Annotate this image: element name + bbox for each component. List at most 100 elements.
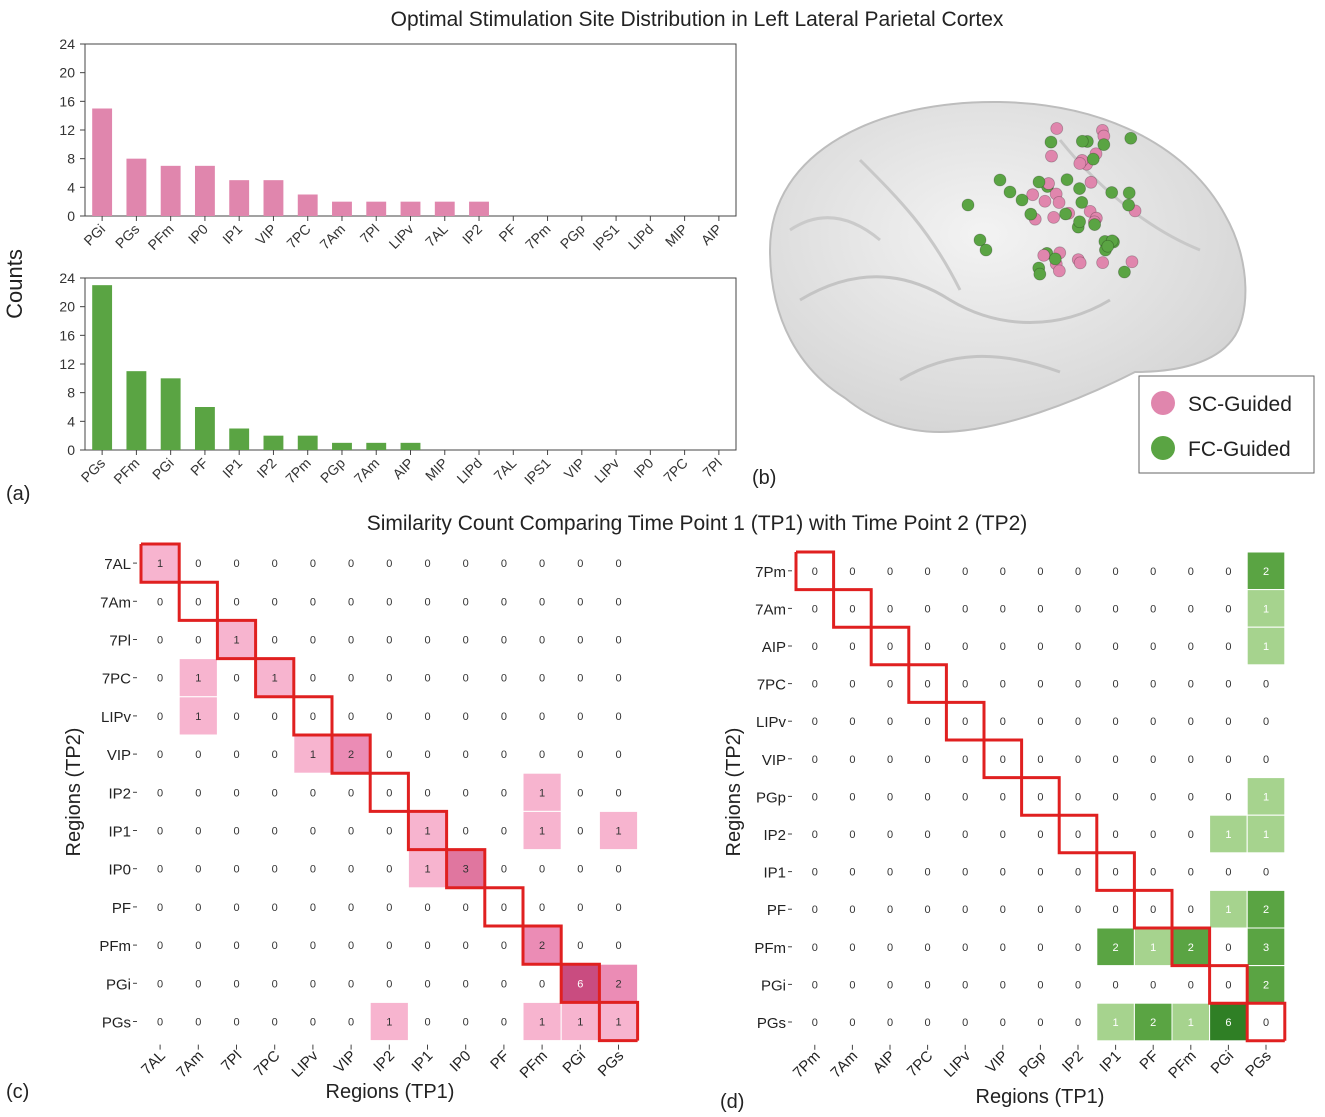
cell-value: 0 [577,558,583,570]
heatmap-cell [1246,965,1286,1004]
x-tick-label: PF [487,1047,513,1073]
fc-site-dot [973,233,987,247]
cell-value: 0 [1075,603,1081,615]
x-tick-label: IPS1 [589,221,622,254]
x-tick-label: 7Am [827,1048,861,1082]
fc-site-dot [1044,135,1058,149]
cell-value: 0 [157,635,163,647]
cell-value: 0 [348,635,354,647]
y-tick-label: 8 [67,385,75,401]
heatmap-cell [522,925,562,965]
x-tick-label: PF [495,221,519,245]
cell-value: 0 [1113,679,1119,691]
cell-value: 0 [1263,754,1269,766]
cell-value: 0 [424,787,430,799]
fc-site-dot [1075,134,1089,148]
cell-value: 3 [1263,942,1269,954]
x-tick-label: LIPv [385,221,416,252]
x-tick-label: IP1 [1096,1048,1124,1076]
cell-value: 0 [463,673,469,685]
cell-value: 0 [887,979,893,991]
cell-value: 0 [1263,867,1269,879]
y-tick-label: 8 [67,151,75,167]
cell-value: 0 [812,641,818,653]
y-tick-label: PF [112,900,131,917]
cell-value: 1 [1263,791,1269,803]
cell-value: 0 [195,596,201,608]
bar [263,180,284,216]
cell-value: 0 [849,641,855,653]
cell-value: 0 [233,749,239,761]
x-tick-label: PFm [517,1047,551,1081]
x-tick-label: LIPd [453,455,485,487]
heatmap-cell [1171,1002,1211,1042]
fc-site-dot [1033,267,1047,281]
x-tick-label: IP1 [219,455,245,481]
cell-value: 0 [233,864,239,876]
cell-value: 0 [1188,979,1194,991]
x-tick-label: 7PC [283,221,314,252]
cell-value: 0 [925,942,931,954]
x-tick-label: PGs [1242,1048,1275,1081]
brain-fold [799,275,1111,324]
cell-value: 1 [424,826,430,838]
cell-value: 0 [463,1017,469,1029]
fc-site-dot [1024,207,1038,221]
x-tick-label: 7PC [904,1047,937,1080]
x-tick-label: IP2 [459,221,485,247]
sc-site-dot [1047,210,1061,224]
cell-value: 0 [386,749,392,761]
cell-value: 2 [539,940,545,952]
sc-site-dot [1125,255,1139,269]
x-tick-label: VIP [983,1048,1012,1077]
cell-value: 0 [1037,641,1043,653]
cell-value: 0 [1225,716,1231,728]
bar [263,435,284,450]
cell-value: 0 [1000,829,1006,841]
cell-value: 0 [1188,867,1194,879]
cell-value: 0 [195,635,201,647]
cell-value: 0 [1037,942,1043,954]
cell-value: 0 [157,711,163,723]
cell-value: 0 [925,754,931,766]
fc-site-dot [993,173,1007,187]
cell-value: 0 [348,864,354,876]
cell-value: 0 [1113,904,1119,916]
cell-value: 0 [962,716,968,728]
cell-value: 0 [1037,867,1043,879]
bar [400,442,421,450]
cell-value: 0 [1000,603,1006,615]
cell-value: 0 [1225,979,1231,991]
cell-value: 0 [1037,754,1043,766]
brain-fold [899,354,1061,382]
x-tick-label: IP0 [630,455,656,481]
cell-value: 0 [272,940,278,952]
cell-value: 0 [1113,829,1119,841]
x-tick-label: 7PC [251,1047,284,1080]
cell-value: 0 [1037,716,1043,728]
x-tick-label: 7AL [490,455,519,484]
cell-value: 0 [615,749,621,761]
cell-value: 0 [157,1017,163,1029]
counts-ylabel: Counts [2,249,27,319]
cell-value: 0 [887,754,893,766]
panel-label-c: (c) [6,1081,29,1103]
cell-value: 0 [310,673,316,685]
cell-value: 0 [1150,679,1156,691]
heatmap-cell [178,696,218,736]
brain-outline [768,100,1247,434]
cell-value: 0 [812,829,818,841]
cell-value: 0 [1150,754,1156,766]
heatmap-cell [178,658,218,698]
cell-value: 1 [1150,942,1156,954]
cell-value: 0 [272,864,278,876]
y-tick-label: 7Am [100,594,131,611]
cell-value: 6 [577,978,583,990]
cell-value: 0 [925,904,931,916]
bar [92,108,113,216]
heatmap-cell [1246,626,1286,666]
cell-value: 0 [310,978,316,990]
cell-value: 0 [195,978,201,990]
cell-value: 0 [386,787,392,799]
cell-value: 0 [463,596,469,608]
